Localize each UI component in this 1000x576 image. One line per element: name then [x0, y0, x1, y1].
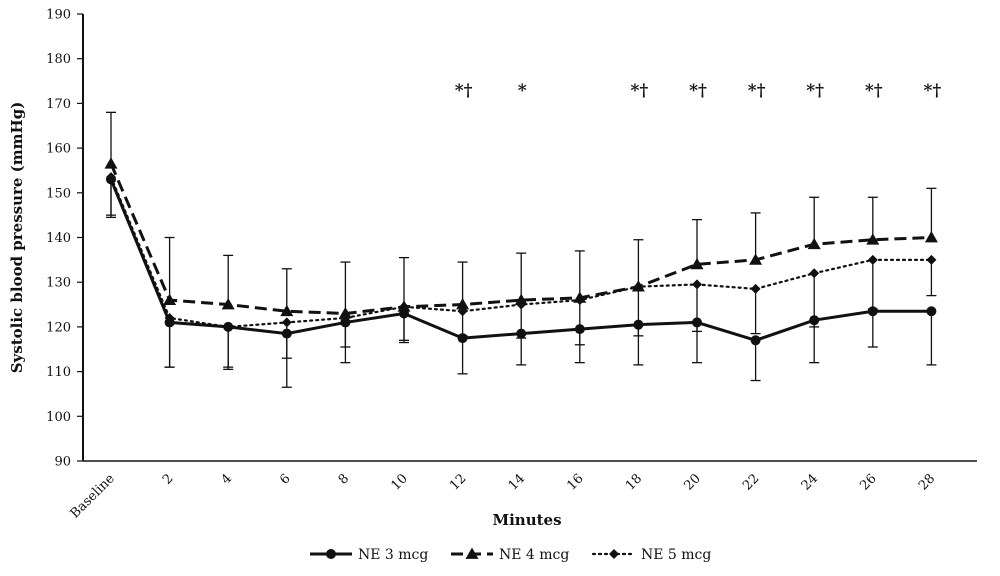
data-point-diamond — [340, 312, 351, 323]
data-point-triangle — [807, 237, 821, 250]
data-point-circle — [516, 328, 527, 339]
x-tick-label: 16 — [564, 471, 586, 493]
data-point-triangle — [465, 547, 479, 559]
y-axis-title: Systolic blood pressure (mmHg) — [8, 102, 26, 374]
data-point-diamond — [399, 301, 409, 312]
significance-marker: *† — [806, 81, 824, 101]
y-tick-label: 180 — [46, 52, 71, 67]
legend: NE 3 mcg NE 4 mcg NE 5 mcg — [310, 547, 711, 563]
significance-marker: * — [518, 81, 527, 101]
legend-label: NE 4 mcg — [499, 547, 569, 563]
data-point-circle — [633, 319, 644, 330]
data-point-diamond — [609, 549, 619, 559]
y-tick-label: 120 — [46, 320, 71, 335]
x-tick-label: 6 — [277, 471, 293, 487]
legend-label: NE 3 mcg — [358, 547, 428, 563]
x-tick-label: 28 — [916, 471, 938, 493]
error-bars — [106, 111, 937, 388]
data-point-circle — [574, 324, 585, 335]
y-tick-label: 140 — [46, 231, 71, 246]
data-point-triangle — [456, 298, 470, 310]
x-tick-label: Baseline — [68, 471, 118, 521]
x-tick-label: 26 — [857, 471, 879, 493]
data-point-diamond — [164, 312, 175, 323]
data-point-diamond — [867, 254, 878, 265]
significance-annotations: *† * *† *† *† *† *† *† — [455, 81, 942, 101]
data-point-triangle — [280, 304, 294, 317]
data-point-circle — [926, 306, 937, 317]
data-point-diamond — [106, 172, 116, 183]
significance-marker: *† — [748, 81, 766, 101]
data-point-circle — [692, 317, 702, 328]
x-tick-label: 10 — [389, 471, 411, 493]
data-point-triangle — [163, 293, 177, 305]
data-point-diamond — [926, 254, 937, 265]
data-point-diamond — [516, 299, 527, 310]
x-tick-label: 24 — [799, 471, 821, 493]
data-point-diamond — [750, 283, 761, 294]
x-tick-label: 4 — [219, 471, 235, 487]
y-tick-label: 160 — [46, 142, 71, 157]
x-tick-label: 8 — [336, 471, 352, 487]
series-line — [109, 163, 932, 315]
y-tick-label: 170 — [46, 97, 71, 112]
data-point-triangle — [690, 257, 704, 270]
y-tick-label: 110 — [46, 365, 71, 380]
y-tick-label: 150 — [46, 186, 71, 201]
data-point-triangle — [866, 233, 880, 245]
x-tick-label: 22 — [740, 471, 762, 493]
data-point-triangle — [924, 231, 938, 243]
significance-marker: *† — [924, 81, 942, 101]
legend-label: NE 5 mcg — [641, 547, 711, 563]
data-point-triangle — [749, 253, 763, 265]
significance-marker: *† — [865, 81, 883, 101]
x-tick-label: 14 — [506, 471, 528, 493]
x-axis-title: Minutes — [492, 511, 561, 529]
data-point-circle — [326, 549, 336, 559]
x-tick-label: 12 — [447, 471, 469, 493]
y-tick-labels: 90 100 110 120 130 140 150 160 170 180 190 — [46, 8, 83, 470]
data-point-circle — [867, 306, 878, 317]
series-markers — [104, 157, 938, 346]
data-point-circle — [809, 315, 820, 326]
x-tick-label: 18 — [623, 471, 645, 493]
data-point-diamond — [457, 306, 468, 317]
data-point-diamond — [692, 279, 702, 290]
data-point-diamond — [809, 268, 820, 279]
y-tick-label: 130 — [46, 276, 71, 291]
axes — [82, 14, 977, 462]
data-point-diamond — [633, 281, 644, 292]
data-point-circle — [750, 335, 761, 346]
data-point-triangle — [221, 298, 235, 310]
data-point-triangle — [514, 293, 528, 305]
significance-marker: *† — [455, 81, 473, 101]
significance-marker: *† — [631, 81, 649, 101]
y-tick-label: 190 — [46, 8, 71, 23]
data-point-diamond — [223, 321, 234, 332]
data-point-circle — [457, 333, 468, 344]
data-point-diamond — [281, 317, 292, 328]
data-point-triangle — [338, 306, 352, 319]
data-point-circle — [281, 328, 292, 339]
x-tick-label: 20 — [682, 471, 704, 493]
data-point-diamond — [574, 295, 585, 306]
y-tick-label: 90 — [54, 455, 71, 470]
significance-marker: *† — [689, 81, 707, 101]
data-point-triangle — [104, 157, 118, 169]
y-tick-label: 100 — [46, 410, 71, 425]
x-tick-label: 2 — [160, 471, 176, 487]
